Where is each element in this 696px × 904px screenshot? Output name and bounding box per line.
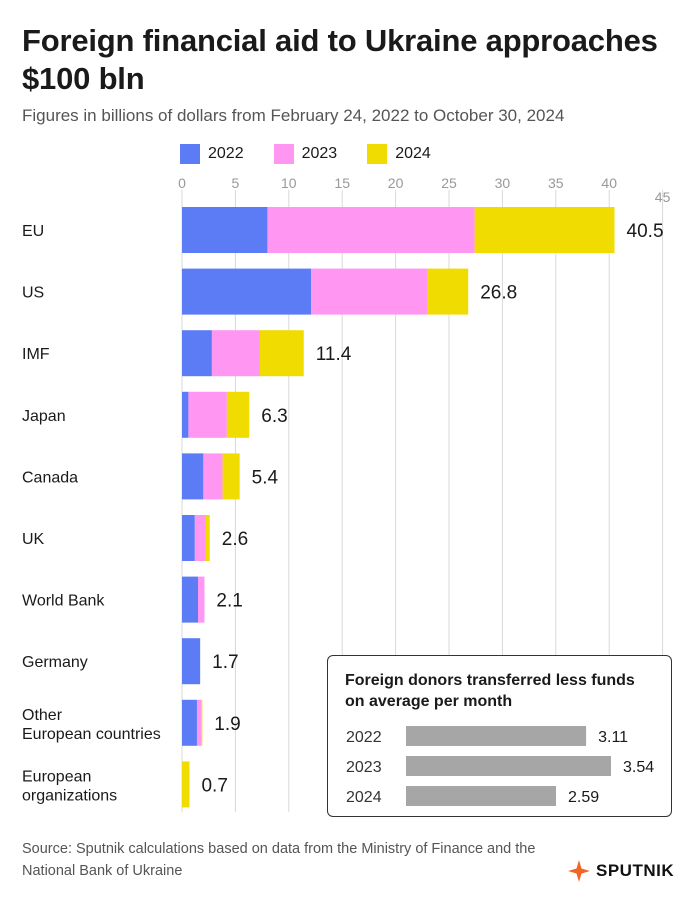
sputnik-logo: SPUTNIK	[568, 860, 674, 882]
bar-segment-2022	[182, 515, 195, 561]
x-tick-label: 15	[334, 175, 350, 191]
source-note: Source: Sputnik calculations based on da…	[22, 841, 536, 879]
bar-segment-2024	[182, 761, 190, 808]
bar-segment-2022	[182, 268, 312, 315]
inset-year-label: 2022	[346, 729, 382, 746]
category-label: Other European countries	[22, 707, 161, 743]
bar-segment-2022	[182, 638, 201, 685]
legend-item-2022: 2022	[180, 144, 244, 164]
category-label: European organizations	[22, 768, 117, 804]
inset-value-label: 2.59	[568, 789, 599, 806]
bar-segment-2024	[427, 268, 469, 315]
category-label: Canada	[22, 469, 78, 486]
legend-label: 2023	[301, 145, 338, 162]
bar-segment-2024	[201, 699, 203, 746]
bar-segment-2024	[474, 207, 615, 253]
inset-bar	[406, 786, 556, 806]
x-tick-label: 0	[178, 175, 186, 191]
x-tick-label: 30	[495, 175, 511, 191]
legend-swatch	[273, 144, 294, 164]
inset-year-label: 2023	[346, 759, 382, 776]
bar-segment-2023	[198, 576, 205, 623]
bar-segment-2024	[222, 453, 240, 500]
bar-segment-2022	[182, 576, 199, 623]
inset-year-label: 2024	[346, 789, 382, 806]
bar-total-label: 2.1	[216, 591, 242, 612]
legend-item-2024: 2024	[367, 144, 431, 164]
bar-total-label: 1.7	[212, 652, 238, 673]
bar-total-label: 1.9	[214, 714, 240, 735]
monthly-average-inset: Foreign donors transferred less funds on…	[327, 655, 672, 817]
sputnik-star-icon	[568, 860, 590, 882]
bar-total-label: 2.6	[222, 529, 248, 550]
bar-total-label: 0.7	[201, 775, 227, 796]
bar-total-label: 11.4	[316, 344, 352, 365]
x-tick-label: 10	[281, 175, 297, 191]
category-label: IMF	[22, 346, 50, 363]
bar-segment-2023	[311, 268, 428, 315]
legend-item-2023: 2023	[273, 144, 338, 164]
bar-segment-2023	[196, 699, 202, 746]
inset-bar-chart: 2022 3.11 2023 3.54 2024 2.59	[346, 726, 654, 806]
bar-total-label: 26.8	[480, 283, 517, 304]
legend-label: 2024	[395, 145, 431, 162]
bar-segment-2022	[182, 330, 212, 377]
bar-segment-2023	[194, 515, 206, 561]
main-bar-chart: 0 5 10 15 20 25 30 35 40 45 40.5 EU 26.8 US 11.4 IMF 6.3…	[22, 175, 671, 812]
category-label: EU	[22, 223, 44, 240]
bar-segment-2023	[188, 391, 227, 438]
x-tick-label: 25	[441, 175, 457, 191]
brand-name: SPUTNIK	[596, 861, 675, 880]
legend-swatch	[367, 144, 388, 164]
x-tick-label: 35	[548, 175, 564, 191]
legend: 2022 2023 2024	[180, 144, 431, 164]
bar-segment-2023	[267, 207, 475, 253]
category-label: Japan	[22, 408, 66, 425]
chart-subtitle: Figures in billions of dollars from Febr…	[22, 106, 565, 125]
bar-segment-2022	[182, 207, 268, 253]
x-tick-label: 40	[601, 175, 617, 191]
bar-segment-2023	[203, 453, 223, 500]
bar-total-label: 40.5	[627, 221, 664, 242]
bar-segment-2022	[182, 453, 204, 500]
category-label: Germany	[22, 654, 88, 671]
bar-segment-2024	[205, 515, 210, 561]
x-tick-label: 5	[232, 175, 240, 191]
chart-title: Foreign financial aid to Ukraine approac…	[22, 23, 658, 96]
bar-segment-2022	[182, 699, 197, 746]
legend-swatch	[180, 144, 200, 164]
inset-value-label: 3.11	[598, 729, 628, 746]
bar-segment-2022	[182, 391, 189, 438]
inset-bar	[406, 726, 587, 746]
category-label: World Bank	[22, 593, 105, 610]
legend-label: 2022	[208, 145, 244, 162]
category-label: UK	[22, 531, 45, 548]
inset-bar	[406, 756, 611, 776]
category-label: US	[22, 285, 44, 302]
bar-segment-2024	[226, 391, 250, 438]
inset-title: Foreign donors transferred less funds on…	[345, 672, 635, 710]
bar-total-label: 6.3	[261, 406, 287, 427]
bar-total-label: 5.4	[252, 467, 279, 488]
inset-value-label: 3.54	[623, 759, 654, 776]
x-tick-label: 45	[655, 189, 671, 205]
x-tick-label: 20	[388, 175, 404, 191]
bar-segment-2024	[259, 330, 304, 377]
bar-segment-2023	[211, 330, 260, 377]
